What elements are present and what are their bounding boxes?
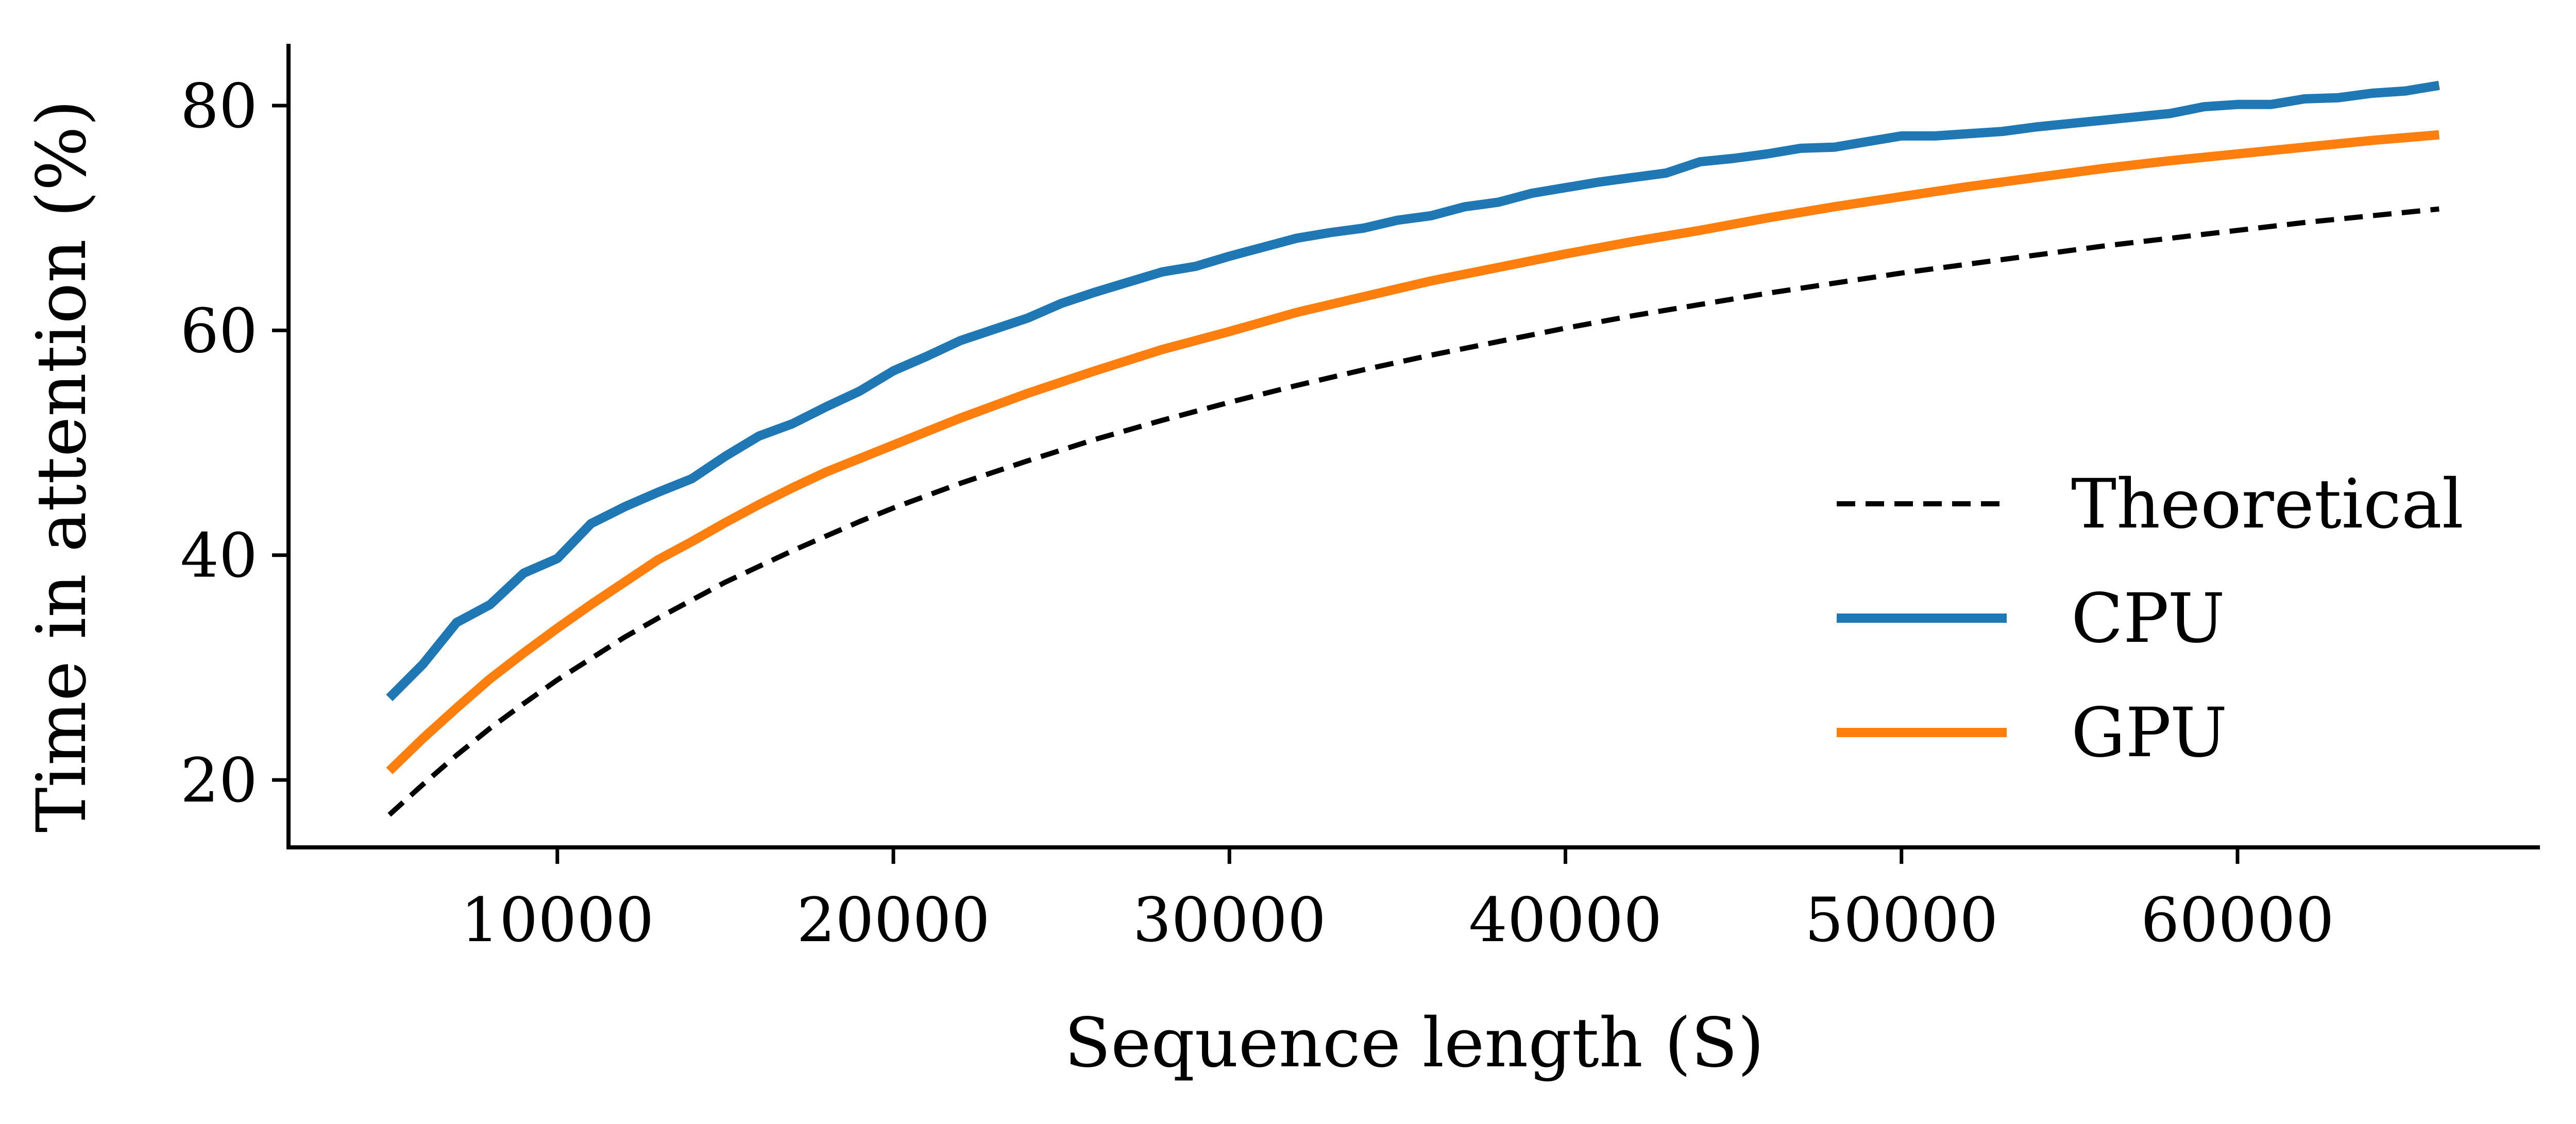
y-axis-title: Time in attention (%) [22,100,101,833]
x-tick-label: 40000 [1469,884,1662,956]
axes [286,44,2540,849]
series-line-cpu [386,80,2440,702]
y-axis-ticks: 20 40 60 80 [180,71,289,816]
x-tick-label: 20000 [796,884,990,956]
x-tick-label: 30000 [1133,884,1326,956]
x-axis-title: Sequence length (S) [1064,1003,1764,1083]
x-tick-label: 10000 [461,884,654,956]
legend-label-gpu: GPU [2071,693,2227,773]
x-tick-label: 50000 [1805,884,1998,956]
y-tick-label: 20 [180,745,258,816]
legend: Theoretical CPU GPU [1837,465,2464,773]
x-axis-ticks: 10000 20000 30000 40000 50000 60000 [461,847,2334,956]
y-tick-label: 80 [180,71,258,142]
legend-label-cpu: CPU [2071,579,2225,658]
y-tick-label: 60 [180,295,258,366]
series-line-theoretical [387,206,2439,817]
legend-label-theoretical: Theoretical [2071,465,2464,544]
x-tick-label: 60000 [2141,884,2334,956]
y-tick-label: 40 [180,520,258,591]
plot-area [386,80,2440,817]
series-line-gpu [386,130,2440,775]
